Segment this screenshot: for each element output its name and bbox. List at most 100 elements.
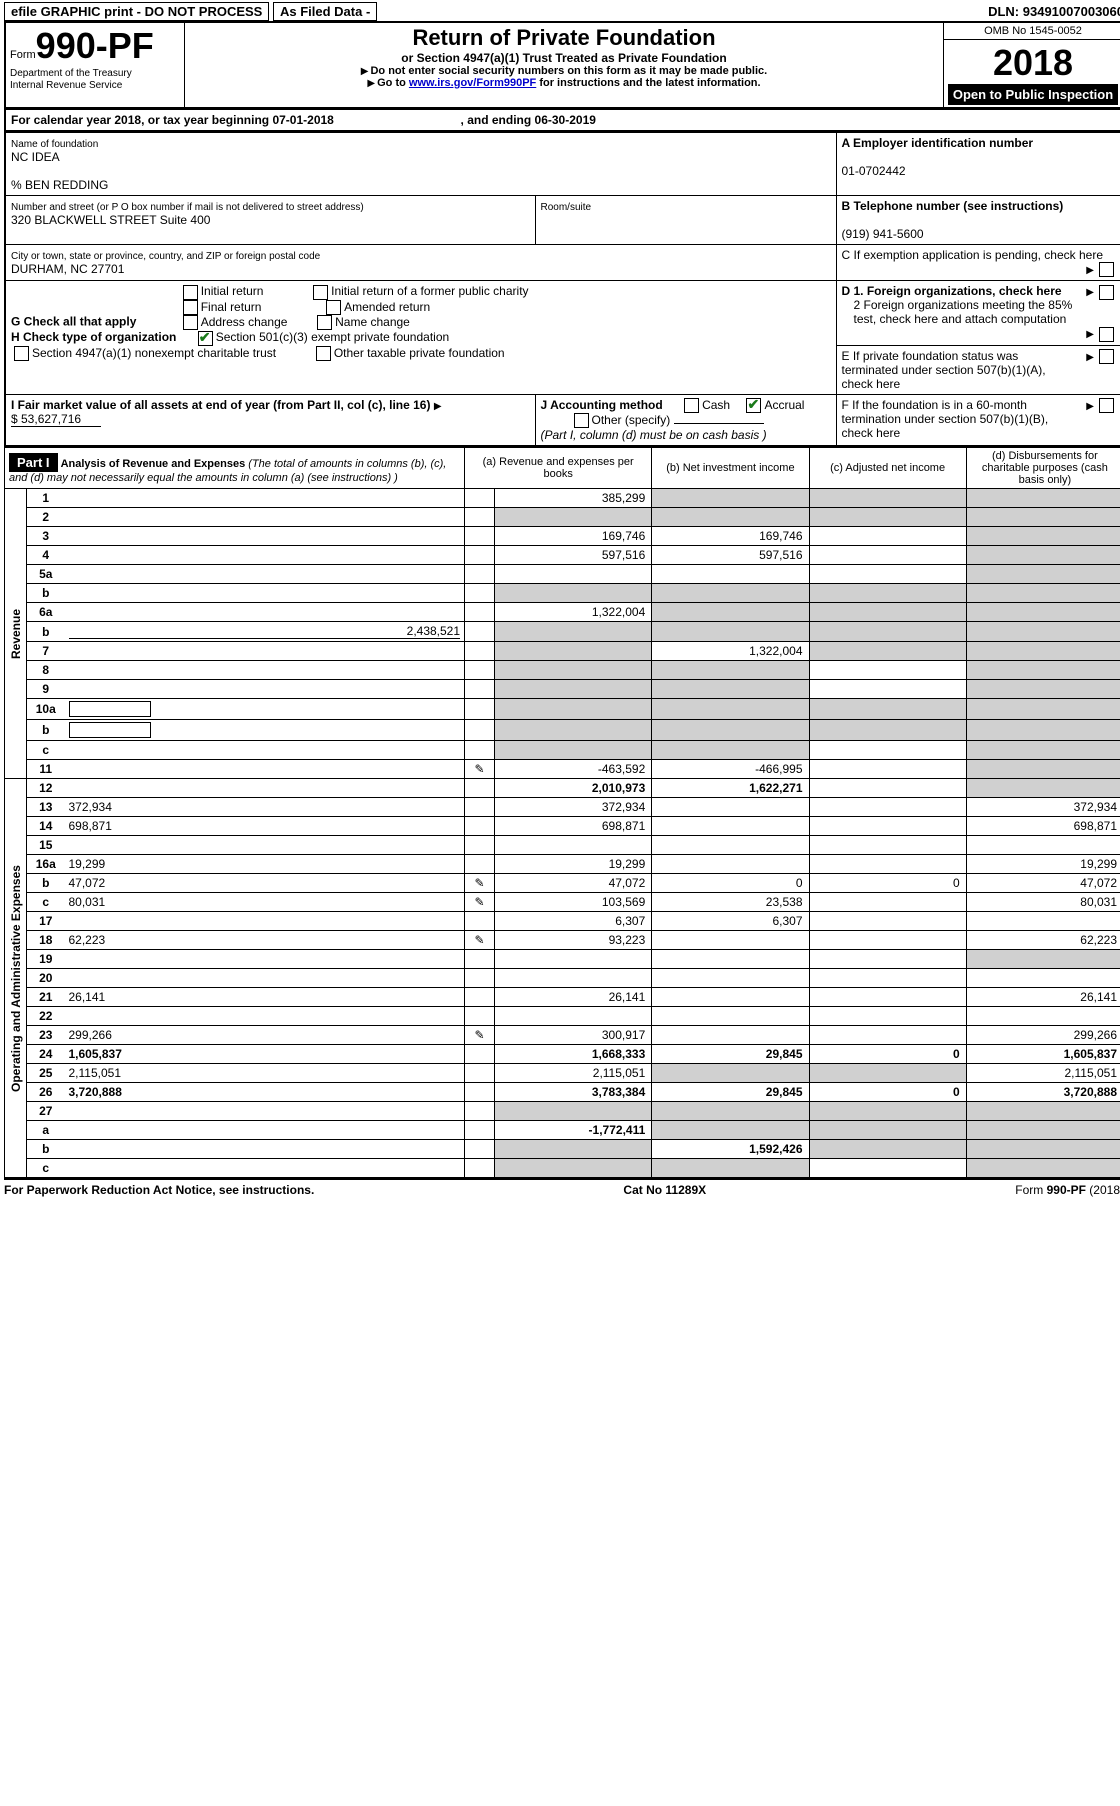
g-initial-return-checkbox[interactable] [183, 285, 198, 300]
value-col-c [809, 699, 966, 720]
value-col-a: 2,010,973 [495, 779, 652, 798]
attachment-icon[interactable] [471, 1028, 489, 1042]
j-accrual-checkbox[interactable] [746, 398, 761, 413]
schedule-icon-cell[interactable] [465, 931, 495, 950]
j-accrual: Accrual [764, 398, 804, 412]
identity-block: Name of foundation NC IDEA % BEN REDDING… [4, 132, 1120, 447]
schedule-icon-cell [465, 1159, 495, 1178]
value-col-b [652, 720, 809, 741]
value-col-c [809, 1064, 966, 1083]
j-cash-checkbox[interactable] [684, 398, 699, 413]
value-col-d [966, 546, 1120, 565]
value-col-d [966, 1102, 1120, 1121]
g-opt-2: Final return [201, 300, 262, 314]
topbar: efile GRAPHIC print - DO NOT PROCESS As … [4, 4, 1120, 19]
g-opt-1: Initial return of a former public charit… [331, 284, 528, 298]
line-number: 11 [27, 760, 65, 779]
value-col-d [966, 699, 1120, 720]
schedule-icon-cell [465, 565, 495, 584]
line-number: c [27, 1159, 65, 1178]
line-description [65, 741, 465, 760]
schedule-icon-cell[interactable] [465, 874, 495, 893]
d1-label: D 1. Foreign organizations, check here [842, 284, 1062, 298]
value-col-a: 372,934 [495, 798, 652, 817]
c-checkbox[interactable] [1099, 262, 1114, 277]
schedule-icon-cell [465, 969, 495, 988]
hint-goto-post: for instructions and the latest informat… [536, 77, 760, 89]
h-other-checkbox[interactable] [316, 346, 331, 361]
value-col-a [495, 720, 652, 741]
g-initial-former-checkbox[interactable] [313, 285, 328, 300]
line-description: 62,223 [65, 931, 465, 950]
value-col-b [652, 584, 809, 603]
line-number: 14 [27, 817, 65, 836]
line-number: b [27, 720, 65, 741]
schedule-icon-cell [465, 1102, 495, 1121]
schedule-icon-cell [465, 1083, 495, 1102]
j-cash: Cash [702, 398, 730, 412]
value-col-b: 0 [652, 874, 809, 893]
revenue-section-label: Revenue [5, 489, 27, 779]
value-col-d [966, 508, 1120, 527]
attachment-icon[interactable] [471, 762, 489, 776]
j-other-checkbox[interactable] [574, 413, 589, 428]
value-col-c [809, 527, 966, 546]
value-col-a: 2,115,051 [495, 1064, 652, 1083]
value-col-a: 1,668,333 [495, 1045, 652, 1064]
schedule-icon-cell [465, 817, 495, 836]
h-501c3-checkbox[interactable] [198, 331, 213, 346]
line-number: 5a [27, 565, 65, 584]
form-subtitle: or Section 4947(a)(1) Trust Treated as P… [189, 51, 939, 65]
value-col-b [652, 1026, 809, 1045]
value-col-c [809, 508, 966, 527]
g-address-change-checkbox[interactable] [183, 315, 198, 330]
schedule-icon-cell[interactable] [465, 893, 495, 912]
value-col-d [966, 603, 1120, 622]
line-description: 3,720,888 [65, 1083, 465, 1102]
value-col-b [652, 931, 809, 950]
schedule-icon-cell [465, 836, 495, 855]
value-col-b [652, 1064, 809, 1083]
value-col-c [809, 546, 966, 565]
schedule-icon-cell[interactable] [465, 760, 495, 779]
schedule-icon-cell [465, 489, 495, 508]
value-col-c [809, 603, 966, 622]
d2-checkbox[interactable] [1099, 327, 1114, 342]
value-col-c: 0 [809, 1045, 966, 1064]
i-label: I Fair market value of all assets at end… [11, 398, 430, 412]
attachment-icon[interactable] [471, 933, 489, 947]
ein-label: A Employer identification number [842, 136, 1034, 150]
line-number: 8 [27, 661, 65, 680]
care-of: % BEN REDDING [11, 178, 108, 192]
value-col-a: -1,772,411 [495, 1121, 652, 1140]
attachment-icon[interactable] [471, 876, 489, 890]
line-description [65, 912, 465, 931]
schedule-icon-cell [465, 988, 495, 1007]
schedule-icon-cell[interactable] [465, 1026, 495, 1045]
form-instructions-link[interactable]: www.irs.gov/Form990PF [409, 77, 536, 89]
f-checkbox[interactable] [1099, 398, 1114, 413]
value-col-d: 372,934 [966, 798, 1120, 817]
line-description [65, 603, 465, 622]
value-col-a: 597,516 [495, 546, 652, 565]
g-final-return-checkbox[interactable] [183, 300, 198, 315]
value-col-a [495, 836, 652, 855]
opex-section-label: Operating and Administrative Expenses [5, 779, 27, 1178]
d1-checkbox[interactable] [1099, 285, 1114, 300]
g-amended-checkbox[interactable] [326, 300, 341, 315]
value-col-c [809, 1102, 966, 1121]
j-other: Other (specify) [592, 413, 671, 427]
line-number: c [27, 893, 65, 912]
attachment-icon[interactable] [471, 895, 489, 909]
line-description: 2,115,051 [65, 1064, 465, 1083]
value-col-d [966, 565, 1120, 584]
line-number: 24 [27, 1045, 65, 1064]
value-col-b: 29,845 [652, 1083, 809, 1102]
schedule-icon-cell [465, 680, 495, 699]
e-checkbox[interactable] [1099, 349, 1114, 364]
line-number: 16a [27, 855, 65, 874]
h-4947-checkbox[interactable] [14, 346, 29, 361]
dept-treasury: Department of the Treasury [10, 68, 132, 79]
g-name-change-checkbox[interactable] [317, 315, 332, 330]
schedule-icon-cell [465, 855, 495, 874]
